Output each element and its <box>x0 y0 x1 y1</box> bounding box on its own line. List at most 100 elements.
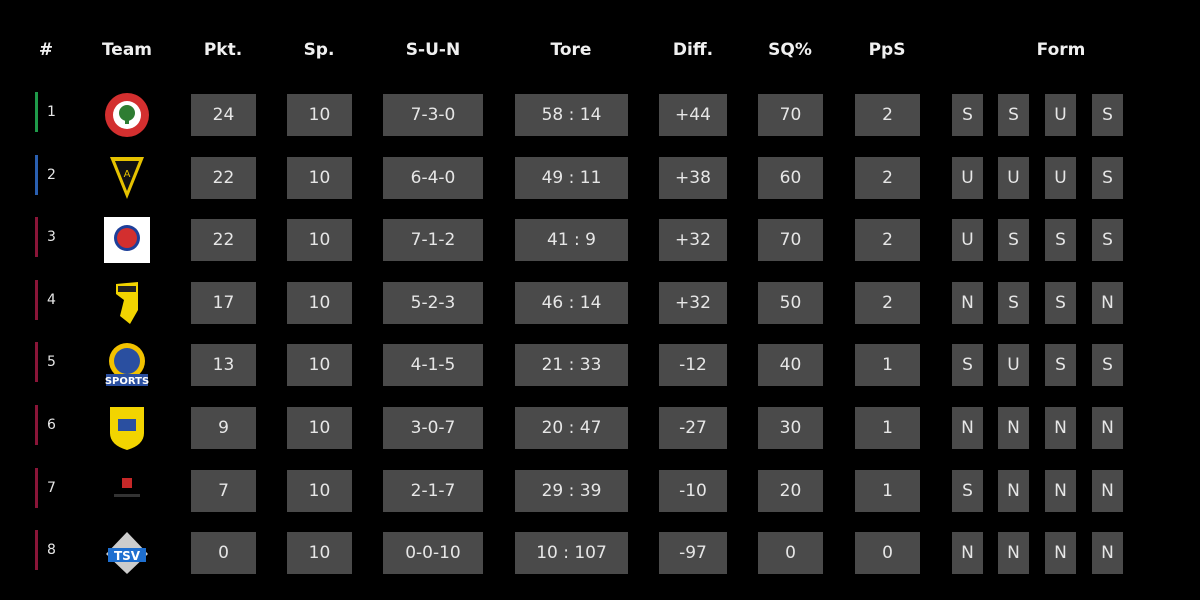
cell-win-pct: 20 <box>758 469 823 512</box>
cell-pps: 2 <box>855 219 920 262</box>
header-rank: # <box>38 40 54 60</box>
table-row[interactable]: 1 24 10 7-3-0 58 : 14 +44 70 2 S S U S <box>0 92 1200 138</box>
cell-points: 22 <box>191 156 256 199</box>
1fc-logo <box>104 405 150 451</box>
sports-logo: SPORTS <box>104 342 150 388</box>
form-result: S <box>998 94 1029 136</box>
form-result: U <box>1045 156 1076 199</box>
form-result: S <box>1045 344 1076 387</box>
cell-pps: 1 <box>855 407 920 449</box>
cell-points: 0 <box>191 532 256 575</box>
cell-points: 7 <box>191 469 256 512</box>
form-result: N <box>1045 469 1076 512</box>
form-result: N <box>1092 281 1123 324</box>
cell-diff: +38 <box>659 156 727 199</box>
svg-text:A: A <box>124 169 131 180</box>
header-games: Sp. <box>303 40 335 60</box>
rank: 1 <box>47 104 56 120</box>
rank: 7 <box>47 479 56 496</box>
cell-pps: 2 <box>855 281 920 324</box>
rank: 8 <box>47 542 56 559</box>
table-row[interactable]: 4 17 10 5-2-3 46 : 14 +32 50 2 N S S N <box>0 279 1200 324</box>
form-result: N <box>952 532 983 575</box>
cell-games: 10 <box>287 344 352 387</box>
rank-indicator-bar <box>35 405 38 445</box>
cell-points: 22 <box>191 219 256 262</box>
cell-goals: 21 : 33 <box>515 344 628 387</box>
form-result: N <box>998 532 1029 575</box>
form-result: U <box>952 156 983 199</box>
rank-indicator-bar <box>35 279 38 320</box>
form-result: S <box>1045 281 1076 324</box>
form-result: S <box>952 94 983 136</box>
cell-win-pct: 60 <box>758 156 823 199</box>
wuppertal-logo <box>104 217 150 264</box>
form-result: S <box>952 469 983 512</box>
table-row[interactable]: 8 TSV 0 10 0-0-10 10 : 107 -97 0 0 N N N N <box>0 530 1200 575</box>
cell-diff: -97 <box>659 532 727 575</box>
header-pps: PpS <box>868 40 906 60</box>
table-row[interactable]: 7 7 10 2-1-7 29 : 39 -10 20 1 S N N N <box>0 467 1200 512</box>
cell-pps: 1 <box>855 469 920 512</box>
rank-indicator-bar <box>35 217 38 258</box>
svg-text:SPORTS: SPORTS <box>105 376 149 387</box>
cell-record: 7-1-2 <box>383 219 483 262</box>
form-result: S <box>1092 219 1123 262</box>
cell-diff: -12 <box>659 344 727 387</box>
table-row[interactable]: 6 9 10 3-0-7 20 : 47 -27 30 1 N N N N <box>0 405 1200 451</box>
form-result: S <box>1092 344 1123 387</box>
cell-goals: 29 : 39 <box>515 469 628 512</box>
header-form: Form <box>1036 40 1086 60</box>
cell-points: 24 <box>191 94 256 136</box>
form-result: S <box>998 219 1029 262</box>
cell-record: 0-0-10 <box>383 532 483 575</box>
cell-record: 2-1-7 <box>383 469 483 512</box>
form-result: N <box>998 469 1029 512</box>
rank-indicator-bar <box>35 530 38 571</box>
form-result: S <box>1045 219 1076 262</box>
cell-record: 5-2-3 <box>383 281 483 324</box>
cell-pps: 2 <box>855 156 920 199</box>
rank-indicator-bar <box>35 92 38 132</box>
cell-diff: +32 <box>659 219 727 262</box>
cell-games: 10 <box>287 532 352 575</box>
form-result: S <box>1092 94 1123 136</box>
header-record: S-U-N <box>405 40 461 60</box>
header-points: Pkt. <box>203 40 243 60</box>
esc-logo <box>104 92 150 138</box>
table-row[interactable]: 5 SPORTS 13 10 4-1-5 21 : 33 -12 40 1 S U S S <box>0 342 1200 388</box>
cell-win-pct: 50 <box>758 281 823 324</box>
cell-goals: 46 : 14 <box>515 281 628 324</box>
rank: 2 <box>47 166 56 183</box>
cell-win-pct: 0 <box>758 532 823 575</box>
cell-goals: 10 : 107 <box>515 532 628 575</box>
form-result: U <box>1045 94 1076 136</box>
header-win-pct: SQ% <box>768 40 812 60</box>
form-result: N <box>1092 469 1123 512</box>
rank: 4 <box>47 291 56 308</box>
cell-goals: 58 : 14 <box>515 94 628 136</box>
cell-points: 9 <box>191 407 256 449</box>
cell-games: 10 <box>287 281 352 324</box>
rank: 3 <box>47 229 56 246</box>
cell-win-pct: 30 <box>758 407 823 449</box>
form-result: S <box>1092 156 1123 199</box>
rank-indicator-bar <box>35 154 38 195</box>
rank: 5 <box>47 354 56 371</box>
form-result: N <box>1045 532 1076 575</box>
table-row[interactable]: 3 22 10 7-1-2 41 : 9 +32 70 2 U S S S <box>0 217 1200 264</box>
cell-pps: 1 <box>855 344 920 387</box>
cell-win-pct: 70 <box>758 219 823 262</box>
form-result: S <box>952 344 983 387</box>
form-result: U <box>998 344 1029 387</box>
cell-pps: 0 <box>855 532 920 575</box>
cell-points: 17 <box>191 281 256 324</box>
cell-goals: 41 : 9 <box>515 219 628 262</box>
header-goals: Tore <box>550 40 592 60</box>
cell-record: 6-4-0 <box>383 156 483 199</box>
form-result: N <box>952 407 983 449</box>
form-result: N <box>1092 532 1123 575</box>
rank-indicator-bar <box>35 342 38 383</box>
cell-games: 10 <box>287 94 352 136</box>
table-row[interactable]: 2 A 22 10 6-4-0 49 : 11 +38 60 2 U U U S <box>0 154 1200 199</box>
